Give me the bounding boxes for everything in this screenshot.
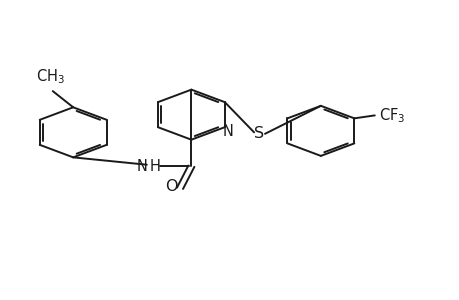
Text: CH$_3$: CH$_3$	[36, 67, 65, 86]
Text: H: H	[149, 159, 160, 174]
Text: N: N	[223, 124, 233, 139]
Text: O: O	[165, 179, 178, 194]
Text: S: S	[254, 126, 264, 141]
Text: CF$_3$: CF$_3$	[379, 106, 405, 125]
Text: N: N	[137, 159, 147, 174]
